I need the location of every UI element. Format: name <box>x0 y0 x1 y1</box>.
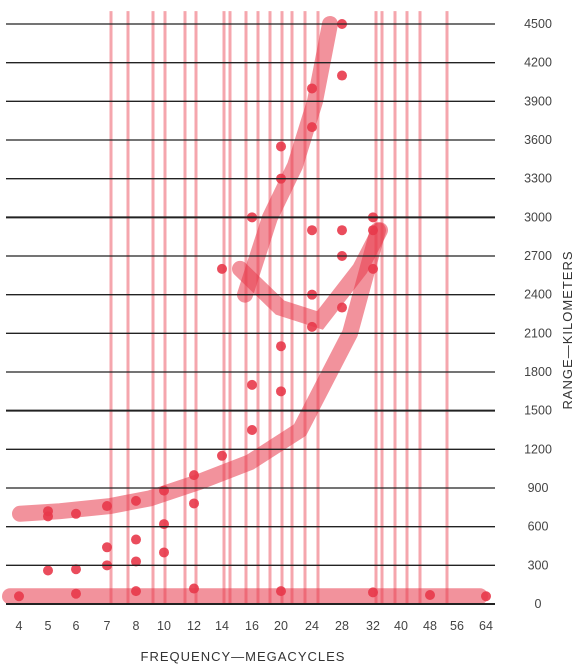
y-tick-label: 3000 <box>524 210 552 224</box>
data-point <box>43 565 53 576</box>
data-point <box>247 425 257 435</box>
x-tick-label: 14 <box>215 619 229 633</box>
y-tick-label: 3300 <box>524 172 552 186</box>
y-tick-label: 900 <box>528 481 549 495</box>
x-tick-label: 64 <box>479 619 493 633</box>
data-point <box>159 519 169 530</box>
x-tick-labels: 4 5 6 7 8 10 12 14 16 20 24 28 32 40 48 56 64 <box>16 619 493 633</box>
x-tick-label: 40 <box>394 619 408 633</box>
data-point <box>71 564 81 575</box>
x-axis-title: FREQUENCY—MEGACYCLES <box>141 649 346 664</box>
streak <box>126 11 130 605</box>
x-tick-label: 56 <box>450 619 464 633</box>
x-tick-label: 12 <box>187 619 201 633</box>
x-tick-label: 16 <box>245 619 259 633</box>
streak <box>151 11 155 605</box>
y-tick-label: 2400 <box>524 288 552 302</box>
dense-band <box>12 222 386 522</box>
x-tick-label: 28 <box>335 619 349 633</box>
y-tick-label: 1800 <box>524 365 552 379</box>
y-tick-label: 2700 <box>524 249 552 263</box>
data-point <box>131 534 141 545</box>
streak <box>380 11 384 605</box>
streak <box>405 11 409 605</box>
data-point <box>276 141 286 152</box>
data-point <box>247 379 257 390</box>
streak <box>316 11 320 605</box>
x-tick-label: 10 <box>157 619 171 633</box>
y-tick-label: 1200 <box>524 442 552 456</box>
y-tick-labels: 0 300 600 900 1200 1500 1800 2100 2400 2700 3000 33… <box>524 17 552 611</box>
y-tick-label: 2100 <box>524 326 552 340</box>
x-tick-label: 20 <box>274 619 288 633</box>
x-tick-label: 6 <box>73 619 80 633</box>
data-point <box>217 450 227 461</box>
streak <box>109 11 113 605</box>
streak <box>222 11 226 605</box>
data-point <box>159 547 169 558</box>
x-tick-label: 32 <box>366 619 380 633</box>
data-point <box>217 263 227 274</box>
streak <box>445 11 449 605</box>
y-axis-title: RANGE—KILOMETERS <box>560 250 575 409</box>
y-tick-label: 1500 <box>524 404 552 418</box>
streak <box>374 11 378 605</box>
data-point <box>189 498 199 509</box>
data-point <box>337 225 347 236</box>
y-tick-label: 0 <box>535 597 542 611</box>
data-point <box>102 542 112 553</box>
dense-band <box>237 16 338 303</box>
data-point <box>337 70 347 81</box>
grid-lines <box>6 23 495 605</box>
y-tick-label: 300 <box>528 558 549 572</box>
y-tick-label: 600 <box>528 520 549 534</box>
x-tick-label: 5 <box>45 619 52 633</box>
y-tick-label: 4500 <box>524 17 552 31</box>
streak <box>163 11 167 605</box>
data-point <box>131 556 141 567</box>
y-tick-label: 3600 <box>524 133 552 147</box>
x-tick-label: 48 <box>423 619 437 633</box>
x-tick-label: 24 <box>305 619 319 633</box>
streak <box>228 11 232 605</box>
x-tick-label: 8 <box>133 619 140 633</box>
streak <box>244 11 248 605</box>
data-point <box>307 225 317 236</box>
x-tick-label: 4 <box>16 619 23 633</box>
streak <box>194 11 198 605</box>
y-tick-label: 4200 <box>524 56 552 70</box>
streak <box>418 11 422 605</box>
data-point <box>276 341 286 352</box>
x-tick-label: 7 <box>104 619 111 633</box>
y-tick-label: 3900 <box>524 94 552 108</box>
streak <box>256 11 260 605</box>
data-point <box>276 386 286 397</box>
streak <box>183 11 187 605</box>
streak <box>393 11 397 605</box>
